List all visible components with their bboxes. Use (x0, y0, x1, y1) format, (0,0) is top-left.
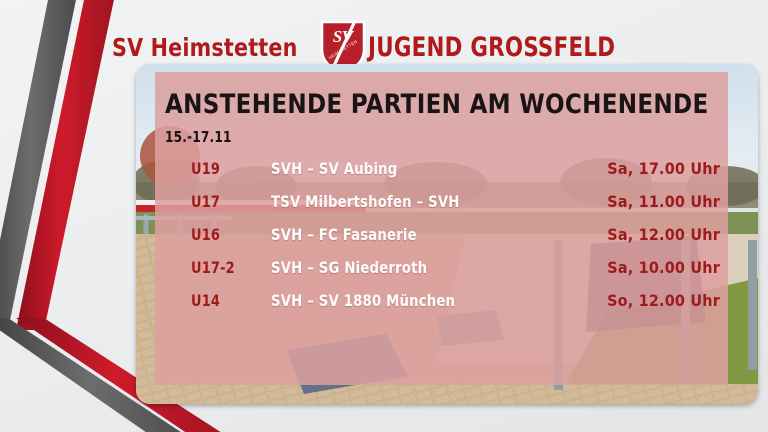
fixture-kickoff: Sa, 17.00 Uhr (607, 159, 720, 178)
fixture-row: U17-2 SVH – SG Niederroth Sa, 10.00 Uhr (155, 251, 728, 284)
slide-header: SV Heimstetten SV HEIMSTETTEN JUGEND GRO… (0, 0, 768, 74)
fixture-matchup: SVH – SV 1880 München (271, 291, 456, 310)
fixture-matchup: TSV Milbertshofen – SVH (271, 192, 460, 211)
fixture-matchup: SVH – SG Niederroth (271, 258, 428, 277)
fixtures-overlay-panel: ANSTEHENDE PARTIEN AM WOCHENENDE 15.-17.… (155, 72, 728, 385)
fixture-kickoff: Sa, 11.00 Uhr (607, 192, 720, 211)
fixture-row: U17 TSV Milbertshofen – SVH Sa, 11.00 Uh… (155, 185, 728, 218)
fixture-age-group: U14 (191, 291, 221, 310)
fixture-age-group: U17 (191, 192, 221, 211)
fixture-row: U14 SVH – SV 1880 München So, 12.00 Uhr (155, 284, 728, 317)
fixture-kickoff: Sa, 10.00 Uhr (607, 258, 720, 277)
fixture-matchup: SVH – SV Aubing (271, 159, 398, 178)
club-crest-icon: SV HEIMSTETTEN (320, 20, 366, 74)
crest-initials: SV (332, 27, 353, 46)
fixture-row: U16 SVH – FC Fasanerie Sa, 12.00 Uhr (155, 218, 728, 251)
page-title: ANSTEHENDE PARTIEN AM WOCHENENDE (165, 89, 709, 120)
section-name: JUGEND GROSSFELD (367, 31, 615, 63)
club-name: SV Heimstetten (112, 32, 298, 62)
date-range-label: 15.-17.11 (165, 128, 232, 146)
fixture-age-group: U16 (191, 225, 221, 244)
fixture-age-group: U19 (191, 159, 221, 178)
fixture-kickoff: So, 12.00 Uhr (607, 291, 720, 310)
title-row: SV Heimstetten SV HEIMSTETTEN JUGEND GRO… (112, 20, 649, 74)
fixture-kickoff: Sa, 12.00 Uhr (607, 225, 720, 244)
fixture-age-group: U17-2 (191, 258, 235, 277)
fixture-row: U19 SVH – SV Aubing Sa, 17.00 Uhr (155, 152, 728, 185)
fixture-matchup: SVH – FC Fasanerie (271, 225, 417, 244)
fixtures-list: U19 SVH – SV Aubing Sa, 17.00 Uhr U17 TS… (155, 152, 728, 317)
